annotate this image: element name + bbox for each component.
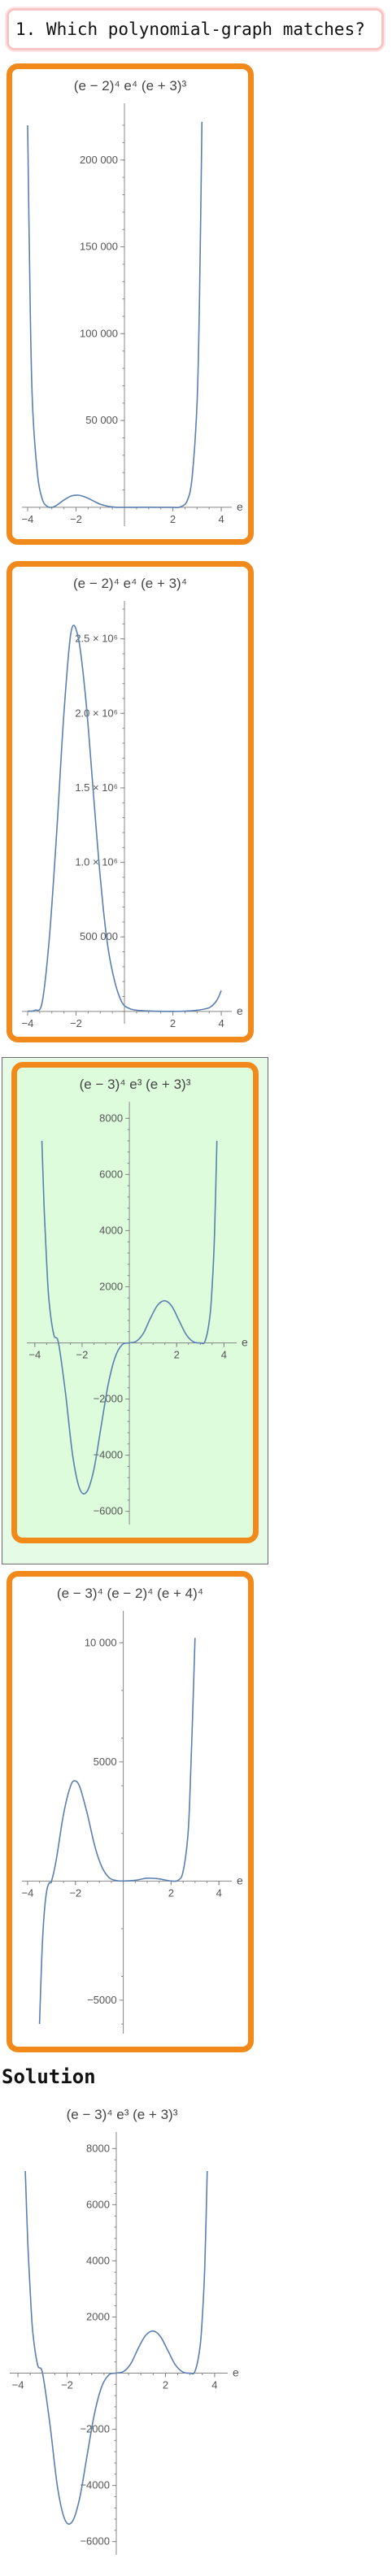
y-tick-label: 6000 xyxy=(99,1168,123,1180)
y-tick-label: 2.5 × 10⁶ xyxy=(75,633,118,645)
x-axis-label: e xyxy=(242,1336,248,1349)
x-tick-label: 2 xyxy=(170,1017,176,1029)
x-tick-label: 4 xyxy=(218,513,224,525)
curve-series xyxy=(41,1140,218,1495)
y-tick-label: 200 000 xyxy=(80,154,118,166)
curve-series xyxy=(24,2170,208,2525)
plot-title: (e − 3)⁴ (e − 2)⁴ (e + 4)⁴ xyxy=(57,1586,203,1601)
y-tick-label: 4000 xyxy=(86,2254,110,2266)
question-prompt: 1. Which polynomial-graph matches? xyxy=(7,8,384,50)
answer-option-4[interactable]: (e − 3)⁴ (e − 2)⁴ (e + 4)⁴ −4 −2 2 4 −5000 500… xyxy=(7,1571,254,2052)
y-tick-label: −5000 xyxy=(87,1994,117,2006)
curve-series xyxy=(27,624,222,1012)
x-axis-label: e xyxy=(237,500,243,513)
plot-option-4: (e − 3)⁴ (e − 2)⁴ (e + 4)⁴ −4 −2 2 4 −5000 500… xyxy=(22,1586,243,2034)
y-tick-label: −6000 xyxy=(80,2535,110,2548)
plot-option-3: (e − 3)⁴ e³ (e + 3)³ −4 −2 2 4 −6000 −4000 −200… xyxy=(27,1077,248,1525)
x-tick-label: −4 xyxy=(28,1349,41,1361)
x-tick-label: −2 xyxy=(76,1349,89,1361)
curve-series xyxy=(38,1638,196,2025)
x-tick-label: −2 xyxy=(70,1017,82,1029)
y-tick-label: 1.0 × 10⁶ xyxy=(75,856,118,868)
plot-option-1: (e − 2)⁴ e⁴ (e + 3)³ −4 −2 2 4 50 000 100 000 1… xyxy=(22,78,243,526)
y-tick-label: 500 000 xyxy=(80,930,118,942)
plot-title: (e − 3)⁴ e³ (e + 3)³ xyxy=(80,1077,191,1092)
y-tick-label: 4000 xyxy=(99,1224,123,1236)
plot-title: (e − 2)⁴ e⁴ (e + 3)⁴ xyxy=(73,576,187,591)
plot-title: (e − 2)⁴ e⁴ (e + 3)³ xyxy=(74,78,187,94)
x-axis-label: e xyxy=(233,2366,239,2379)
y-tick-label: 150 000 xyxy=(80,241,118,253)
y-tick-label: 100 000 xyxy=(80,327,118,339)
x-tick-label: −2 xyxy=(61,2379,73,2391)
y-tick-label: 2000 xyxy=(86,2310,110,2322)
x-tick-label: 2 xyxy=(163,2379,168,2391)
answer-option-1[interactable]: (e − 2)⁴ e⁴ (e + 3)³ −4 −2 2 4 50 000 100 000 1… xyxy=(7,63,254,545)
x-axis-label: e xyxy=(237,1004,243,1017)
y-tick-label: −4000 xyxy=(94,1449,124,1461)
curve-series xyxy=(27,121,203,509)
x-tick-label: 2 xyxy=(168,1886,174,1899)
y-tick-label: −2000 xyxy=(80,2423,110,2435)
x-tick-label: 4 xyxy=(216,1886,222,1899)
y-tick-label: 10 000 xyxy=(85,1636,117,1648)
plot-title: (e − 3)⁴ e³ (e + 3)³ xyxy=(67,2107,178,2122)
question-text: 1. Which polynomial-graph matches? xyxy=(15,20,365,39)
plot-solution: (e − 3)⁴ e³ (e + 3)³ −4 −2 2 4 −6000 −4000 −200… xyxy=(10,2107,239,2555)
x-tick-label: 4 xyxy=(221,1349,227,1361)
y-tick-label: 8000 xyxy=(86,2142,110,2154)
x-tick-label: 2 xyxy=(174,1349,180,1361)
answer-option-2[interactable]: (e − 2)⁴ e⁴ (e + 3)⁴ −4 −2 2 4 500 000 1.0 × 1… xyxy=(7,561,254,1042)
x-tick-label: −4 xyxy=(22,513,34,525)
y-tick-label: −4000 xyxy=(80,2479,110,2491)
x-tick-label: −2 xyxy=(69,1886,81,1899)
x-tick-label: 4 xyxy=(211,2379,217,2391)
answer-option-3[interactable]: (e − 3)⁴ e³ (e + 3)³ −4 −2 2 4 −6000 −4000 −200… xyxy=(11,1062,259,1543)
y-tick-label: 1.5 × 10⁶ xyxy=(75,781,118,794)
y-tick-label: 2000 xyxy=(99,1280,123,1292)
y-tick-label: 8000 xyxy=(99,1112,123,1124)
plot-option-2: (e − 2)⁴ e⁴ (e + 3)⁴ −4 −2 2 4 500 000 1.0 × 1… xyxy=(22,576,243,1029)
y-tick-label: 6000 xyxy=(86,2198,110,2210)
y-tick-label: 2.0 × 10⁶ xyxy=(75,707,118,719)
x-axis-label: e xyxy=(237,1873,243,1886)
y-tick-label: 5000 xyxy=(94,1756,117,1768)
x-tick-label: −2 xyxy=(70,513,82,525)
y-tick-label: −2000 xyxy=(94,1393,124,1405)
y-tick-label: −6000 xyxy=(94,1505,124,1517)
x-tick-label: −4 xyxy=(12,2379,24,2391)
solution-heading: Solution xyxy=(2,2065,96,2088)
x-tick-label: −4 xyxy=(22,1886,34,1899)
x-tick-label: 2 xyxy=(170,513,176,525)
x-tick-label: 4 xyxy=(218,1017,224,1029)
x-tick-label: −4 xyxy=(22,1017,34,1029)
y-tick-label: 50 000 xyxy=(85,414,118,426)
